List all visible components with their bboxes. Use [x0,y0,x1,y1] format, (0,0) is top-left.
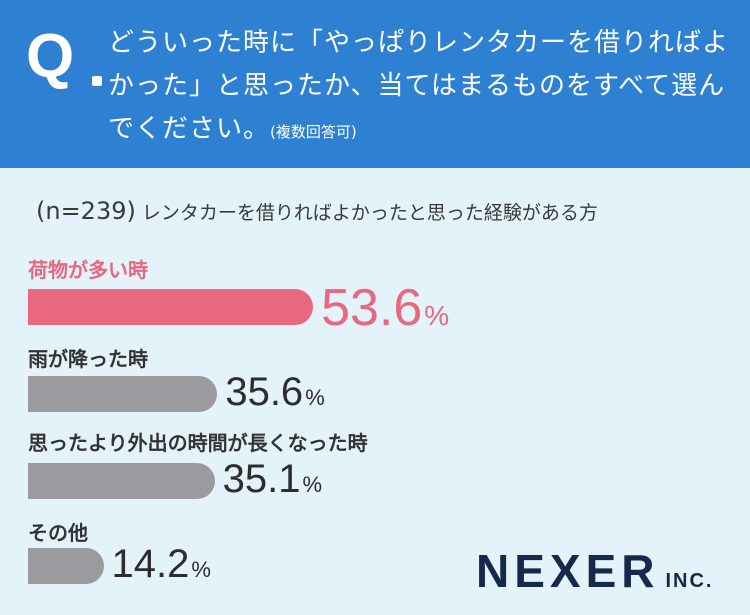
brand-logo: NEXER INC. [476,544,713,598]
category-label: 荷物が多い時 [28,258,148,282]
question-mark: Q [26,22,75,91]
question-body: どういった時に「やっぱりレンタカーを借りればよかった」と思ったか、当てはまるもの… [108,28,730,144]
bar [28,463,215,499]
bar [28,289,314,325]
question-dot [92,76,102,86]
question-header: Q どういった時に「やっぱりレンタカーを借りればよかった」と思ったか、当てはまる… [0,0,750,168]
value-label: 35.1% [222,457,323,501]
sample-info: (n=239) レンタカーを借りればよかったと思った経験がある方 [36,196,598,228]
category-label: 思ったより外出の時間が長くなった時 [28,431,368,455]
value-label: 35.6% [225,370,325,414]
brand-suffix: INC. [665,570,714,592]
sample-size: (n=239) [36,197,136,225]
question-note: (複数回答可) [270,123,357,141]
question-text: どういった時に「やっぱりレンタカーを借りればよかった」と思ったか、当てはまるもの… [108,22,738,154]
bar [28,376,218,412]
category-label: その他 [28,521,88,545]
brand-name: NEXER [476,545,660,597]
value-label: 53.6% [321,279,450,337]
category-label: 雨が降った時 [28,347,148,371]
sample-description: レンタカーを借りればよかったと思った経験がある方 [141,202,598,224]
value-label: 14.2% [111,542,211,586]
bar [28,548,104,584]
